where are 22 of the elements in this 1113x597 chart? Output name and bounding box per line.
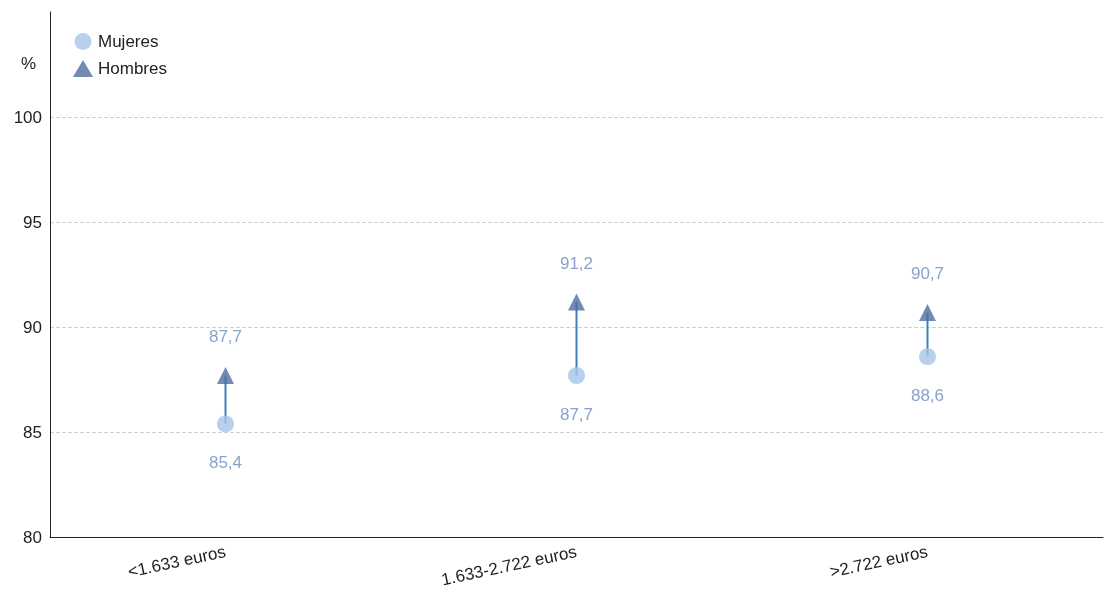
y-tick-label: 85 [23,422,42,442]
point [217,415,234,433]
y-tick-label: 95 [23,212,42,232]
legend-label: Mujeres [98,32,159,51]
point [919,304,936,322]
point [568,293,585,311]
data-label: 88,6 [910,386,945,406]
data-label: 87,7 [559,405,594,425]
y-tick-label: 80 [23,527,42,547]
data-label: 85,4 [208,453,243,473]
y-axis-title: % [20,54,36,73]
x-tick-label: <1.633 euros [126,542,228,582]
point [919,348,936,366]
data-label: 90,7 [910,264,945,284]
point [568,367,585,385]
point [217,367,234,385]
data-label: 91,2 [559,253,594,273]
x-tick-label: >2.722 euros [828,542,930,582]
y-tick-label: 100 [13,107,42,127]
data-label: 87,7 [208,327,243,347]
legend-label: Hombres [98,59,167,78]
y-tick-label: 90 [23,317,42,337]
